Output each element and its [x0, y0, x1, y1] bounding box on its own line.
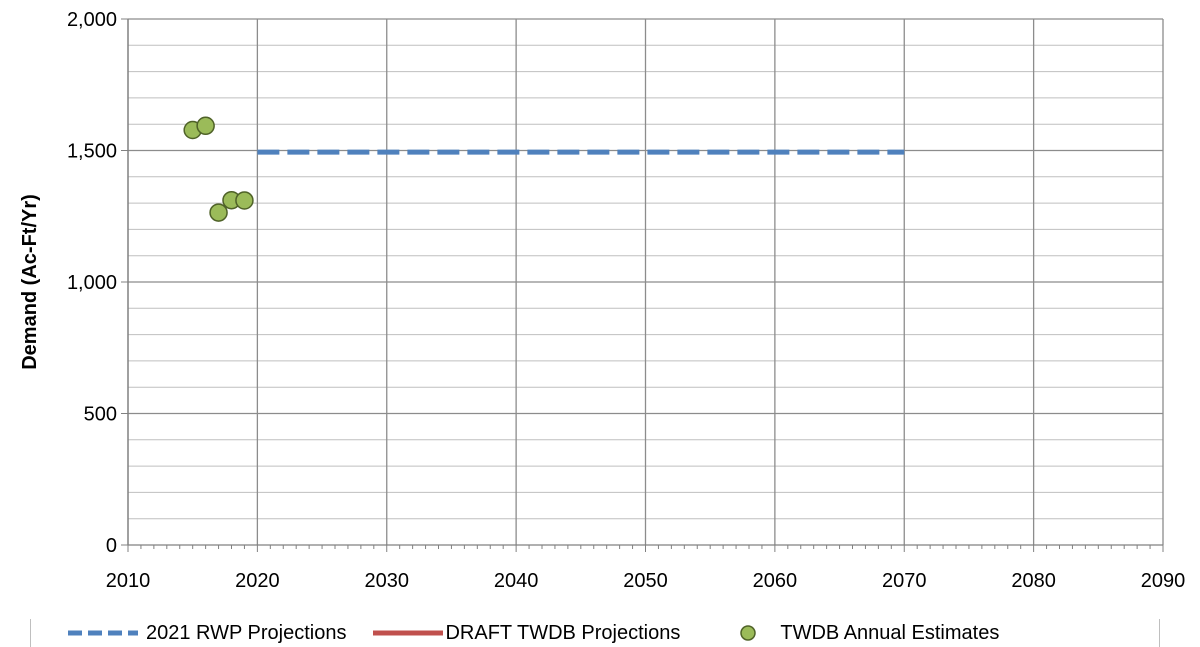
data-point-estimate	[209, 203, 228, 222]
y-tick-label: 2,000	[67, 9, 117, 31]
x-tick-label: 2050	[623, 570, 668, 592]
legend: 2021 RWP Projections DRAFT TWDB Projecti…	[30, 619, 1160, 647]
x-tick-label: 2080	[1011, 570, 1056, 592]
legend-label-rwp: 2021 RWP Projections	[146, 621, 347, 644]
legend-item-estimates: TWDB Annual Estimates	[738, 622, 999, 645]
x-tick-label: 2070	[882, 570, 927, 592]
y-tick-label: 500	[84, 404, 117, 426]
data-point-estimate	[235, 191, 254, 210]
x-tick-label: 2060	[753, 570, 798, 592]
y-tick-label: 0	[106, 535, 117, 557]
y-tick-label: 1,500	[67, 141, 117, 163]
x-tick-label: 2030	[365, 570, 410, 592]
x-tick-label: 2020	[235, 570, 280, 592]
y-axis-ticks: 0 500 1,000 1,500 2,000	[67, 9, 128, 557]
legend-label-draft: DRAFT TWDB Projections	[445, 621, 681, 644]
legend-circle-marker-icon	[740, 625, 757, 641]
legend-label-estimates: TWDB Annual Estimates	[780, 621, 1000, 644]
y-tick-label: 1,000	[67, 272, 117, 294]
legend-item-rwp: 2021 RWP Projections	[68, 622, 346, 645]
x-tick-label: 2090	[1141, 570, 1186, 592]
grid-lines	[127, 18, 1164, 545]
y-axis-title: Demand (Ac-Ft/Yr)	[19, 194, 41, 370]
chart-svg: 2010 2020 2030 2040 2050 2060 2070 2080 2090 0 50…	[19, 9, 1186, 592]
legend-solid-line-icon	[373, 630, 444, 636]
data-point-estimate	[196, 116, 215, 136]
x-tick-label: 2010	[106, 570, 151, 592]
x-tick-label: 2040	[494, 570, 539, 592]
x-axis-ticks: 2010 2020 2030 2040 2050 2060 2070 2080 2090	[106, 545, 1186, 592]
series-layer	[183, 116, 1037, 222]
legend-item-draft: DRAFT TWDB Projections	[373, 622, 680, 645]
legend-dashed-line-icon	[68, 630, 138, 636]
